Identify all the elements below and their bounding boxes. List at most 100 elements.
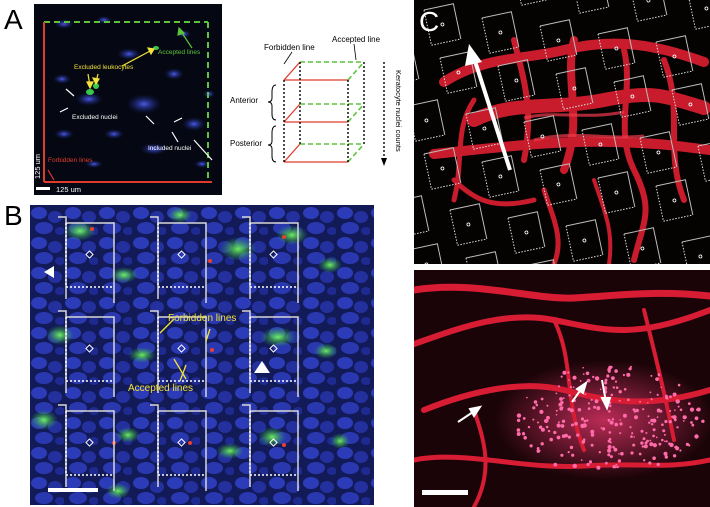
leukocyte-dot xyxy=(567,407,571,411)
leukocyte-dot xyxy=(590,443,594,447)
leukocyte-dot xyxy=(590,429,595,434)
leukocyte-dot xyxy=(568,394,571,397)
leukocyte-dot xyxy=(650,398,653,401)
leukocyte-dot xyxy=(546,404,549,407)
leukocyte-dot xyxy=(663,433,666,436)
leukocyte-dot xyxy=(562,370,567,375)
leukocyte-dot xyxy=(590,433,595,437)
leukocyte-dot xyxy=(665,394,668,398)
leukocyte-dot xyxy=(645,432,648,434)
red-puncta xyxy=(90,227,286,447)
label-excluded-nuclei: Excluded nuclei xyxy=(72,114,118,121)
anterior-brace xyxy=(267,84,277,121)
leukocyte-dot xyxy=(630,365,632,368)
leukocyte-dot xyxy=(516,428,521,432)
counting-frame xyxy=(242,310,299,397)
leukocyte-dot xyxy=(526,396,528,399)
label-forbidden-lines: Forbidden lines xyxy=(48,157,93,164)
leukocyte-dot xyxy=(559,397,563,401)
leukocyte-dot xyxy=(523,436,527,440)
leukocyte-dot xyxy=(692,423,694,426)
leukocyte-dot xyxy=(598,451,601,454)
leukocyte-dot xyxy=(567,451,570,454)
leukocyte-cells xyxy=(30,207,350,499)
leukocyte-dot xyxy=(674,409,676,411)
leukocyte-dot xyxy=(587,407,591,410)
leukocyte-dot xyxy=(592,375,595,379)
leukocyte-dot xyxy=(643,459,646,462)
leukocyte-dot xyxy=(614,369,618,373)
label-posterior: Posterior xyxy=(230,139,262,148)
leukocyte-dot xyxy=(649,391,652,394)
leukocyte-dot xyxy=(652,434,655,438)
counting-frame xyxy=(58,216,115,303)
label-accepted-lines: Accepted lines xyxy=(158,49,201,56)
leukocyte-dot xyxy=(529,444,533,448)
vessel-network xyxy=(429,36,710,264)
scale-label-x: 125 um xyxy=(56,185,81,194)
leukocyte-dot xyxy=(567,435,571,439)
leukocyte-dot xyxy=(611,418,615,421)
grid-frame xyxy=(423,147,462,190)
leukocyte-dot xyxy=(626,372,631,377)
grid-frame xyxy=(481,155,520,198)
grid-frame xyxy=(571,0,610,14)
leukocyte-dot xyxy=(618,453,620,455)
diagram-svg: Forbidden line Accepted line Anterior Po… xyxy=(230,35,403,166)
leukocyte-dot xyxy=(555,392,558,395)
leukocyte-dot xyxy=(679,408,683,412)
leukocyte-dot xyxy=(619,419,622,421)
leukocyte-dot xyxy=(580,459,583,461)
leukocyte-dot xyxy=(584,393,587,396)
leukocyte-dot xyxy=(540,427,545,432)
leukocyte-dot xyxy=(672,415,677,420)
leukocyte-dot xyxy=(571,453,575,457)
leukocyte-dot xyxy=(633,410,636,413)
leukocyte-dot xyxy=(604,381,608,385)
counting-frame xyxy=(242,404,299,491)
leukocyte-dot xyxy=(628,367,632,371)
leukocyte-dot xyxy=(640,429,644,433)
leukocyte-dot xyxy=(638,452,642,456)
leukocyte-dot xyxy=(685,416,687,419)
leukocyte-dot xyxy=(549,437,553,442)
leukocyte-dot xyxy=(594,376,600,381)
leukocyte-dot xyxy=(540,397,544,401)
leukocyte-dot xyxy=(651,423,654,426)
scale-bar xyxy=(36,187,50,190)
leukocyte-dot xyxy=(576,433,580,437)
leukocyte-dot xyxy=(556,423,561,428)
white-arrows xyxy=(59,88,213,161)
label-forbidden-lines-b: Forbidden lines xyxy=(168,313,236,324)
leukocyte-dot xyxy=(583,420,586,423)
leukocyte-dot xyxy=(590,398,593,401)
leukocyte-dot xyxy=(658,442,662,446)
leukocyte-dot xyxy=(561,406,564,409)
leukocyte-dot xyxy=(555,409,558,412)
grid-frame xyxy=(481,11,520,54)
leukocyte-dot xyxy=(579,380,582,382)
leukocyte-dot xyxy=(608,404,612,408)
leukocyte-dot xyxy=(640,441,644,445)
leukocyte-dot xyxy=(538,425,543,429)
white-arrows-c xyxy=(457,379,612,423)
leukocyte-dot xyxy=(688,444,691,447)
leukocyte-dot xyxy=(555,413,558,416)
leukocyte-dot xyxy=(672,454,677,458)
leukocyte-dot xyxy=(677,405,680,408)
leukocyte-dot xyxy=(672,392,677,397)
leukocyte-dot xyxy=(682,420,685,422)
leukocyte-dot xyxy=(642,437,646,441)
leukocyte-dot xyxy=(677,383,681,387)
leukocyte-dot xyxy=(612,445,615,449)
leukocyte-dot xyxy=(641,445,645,448)
leukocyte-dot xyxy=(532,418,535,421)
leukocyte-dot xyxy=(665,440,668,443)
leukocyte-dot xyxy=(607,444,612,450)
panel-b-svg: Forbidden lines Accepted lines xyxy=(30,205,374,505)
leukocyte-dot xyxy=(560,375,563,378)
leukocyte-dot xyxy=(557,385,560,388)
leukocyte-dot xyxy=(536,447,540,450)
leukocyte-dot xyxy=(649,442,654,447)
grid-frame xyxy=(565,219,604,262)
